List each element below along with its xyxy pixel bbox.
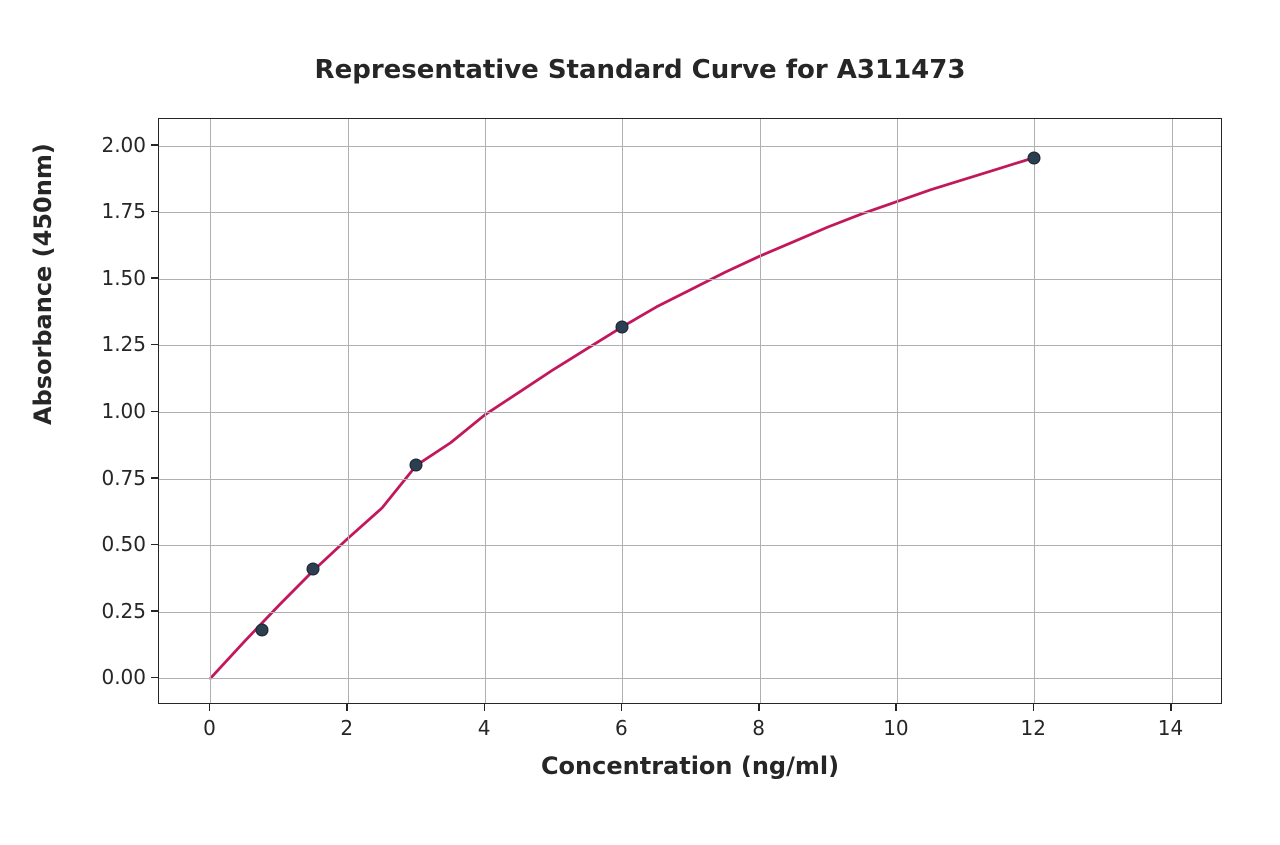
x-tick-label: 14: [1158, 716, 1183, 740]
x-tick-label: 10: [883, 716, 908, 740]
y-tick-mark: [151, 411, 158, 413]
x-tick-label: 4: [478, 716, 491, 740]
y-tick-label: 0.25: [98, 599, 146, 623]
gridline-horizontal: [159, 146, 1221, 147]
y-tick-mark: [151, 277, 158, 279]
gridline-vertical: [760, 119, 761, 703]
data-point: [307, 563, 320, 576]
gridline-horizontal: [159, 612, 1221, 613]
gridline-horizontal: [159, 479, 1221, 480]
y-tick-mark: [151, 677, 158, 679]
gridline-horizontal: [159, 345, 1221, 346]
y-tick-label: 2.00: [98, 133, 146, 157]
y-tick-mark: [151, 144, 158, 146]
data-point: [616, 320, 629, 333]
gridline-horizontal: [159, 545, 1221, 546]
y-axis-label: Absorbance (450nm): [29, 395, 57, 425]
x-tick-mark: [758, 704, 760, 711]
x-tick-mark: [346, 704, 348, 711]
y-tick-label: 1.75: [98, 199, 146, 223]
y-tick-mark: [151, 211, 158, 213]
y-tick-label: 1.00: [98, 399, 146, 423]
gridline-vertical: [1172, 119, 1173, 703]
gridline-vertical: [348, 119, 349, 703]
gridline-horizontal: [159, 279, 1221, 280]
x-tick-mark: [895, 704, 897, 711]
x-tick-mark: [1033, 704, 1035, 711]
x-tick-label: 8: [752, 716, 765, 740]
x-tick-label: 2: [340, 716, 353, 740]
y-tick-mark: [151, 344, 158, 346]
x-tick-mark: [209, 704, 211, 711]
gridline-vertical: [622, 119, 623, 703]
chart-title: Representative Standard Curve for A31147…: [0, 55, 1280, 85]
data-point: [1028, 151, 1041, 164]
y-tick-label: 1.50: [98, 266, 146, 290]
x-tick-mark: [1170, 704, 1172, 711]
y-tick-label: 0.75: [98, 466, 146, 490]
gridline-vertical: [1034, 119, 1035, 703]
gridline-horizontal: [159, 678, 1221, 679]
x-axis-label: Concentration (ng/ml): [158, 752, 1222, 780]
y-tick-label: 0.00: [98, 665, 146, 689]
x-tick-mark: [484, 704, 486, 711]
y-tick-mark: [151, 544, 158, 546]
y-tick-label: 0.50: [98, 532, 146, 556]
y-tick-mark: [151, 477, 158, 479]
y-tick-mark: [151, 610, 158, 612]
gridline-vertical: [897, 119, 898, 703]
curve-svg: [159, 119, 1221, 703]
data-point: [255, 624, 268, 637]
x-tick-mark: [621, 704, 623, 711]
data-point: [410, 459, 423, 472]
x-tick-label: 12: [1020, 716, 1045, 740]
plot-area: [158, 118, 1222, 704]
x-tick-label: 0: [203, 716, 216, 740]
gridline-horizontal: [159, 412, 1221, 413]
chart-container: Representative Standard Curve for A31147…: [0, 0, 1280, 845]
y-tick-label: 1.25: [98, 332, 146, 356]
gridline-vertical: [210, 119, 211, 703]
gridline-horizontal: [159, 212, 1221, 213]
x-tick-label: 6: [615, 716, 628, 740]
gridline-vertical: [485, 119, 486, 703]
